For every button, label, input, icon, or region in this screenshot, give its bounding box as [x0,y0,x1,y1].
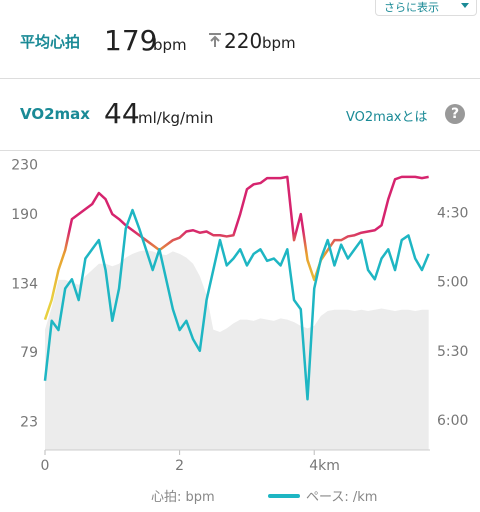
y-tick-label: 134 [11,277,38,293]
series-line [43,208,430,401]
divider [0,150,480,151]
avg-hr-value: 179 [104,24,158,57]
y-tick-label: 23 [20,414,38,430]
vo2-value: 44 [104,97,140,130]
y-tick-label: 190 [11,207,38,223]
x-tick-label: 4km [309,458,340,474]
legend-label: 心拍: bpm [151,490,215,505]
divider [0,78,480,79]
y-tick-label: 79 [20,345,38,361]
max-hr-value: 220 [224,29,263,53]
background-area [45,250,429,450]
help-icon[interactable]: ? [445,104,465,124]
x-tick-label: 0 [41,458,50,474]
y2-tick-label: 6:00 [437,413,468,429]
more-text: さらに表示 [384,1,439,14]
y-tick-label: 230 [11,157,38,173]
more-button[interactable]: さらに表示 [375,0,477,16]
avg-hr-unit: bpm [153,36,187,54]
vo2-label: VO2max [20,105,90,123]
vo2-link[interactable]: VO2maxとは [346,110,428,125]
max-hr-unit: bpm [262,34,296,52]
x-tick-label: 2 [175,458,184,474]
y2-tick-label: 5:00 [437,275,468,291]
avg-hr-label: 平均心拍 [20,33,81,51]
arrow-icon [461,3,469,8]
max-icon [209,33,221,47]
y2-tick-label: 4:30 [437,205,468,221]
legend-label: ペース: /km [306,490,377,505]
vo2-unit: ml/kg/min [138,109,214,127]
y2-tick-label: 5:30 [437,344,468,360]
series-line [43,175,429,321]
